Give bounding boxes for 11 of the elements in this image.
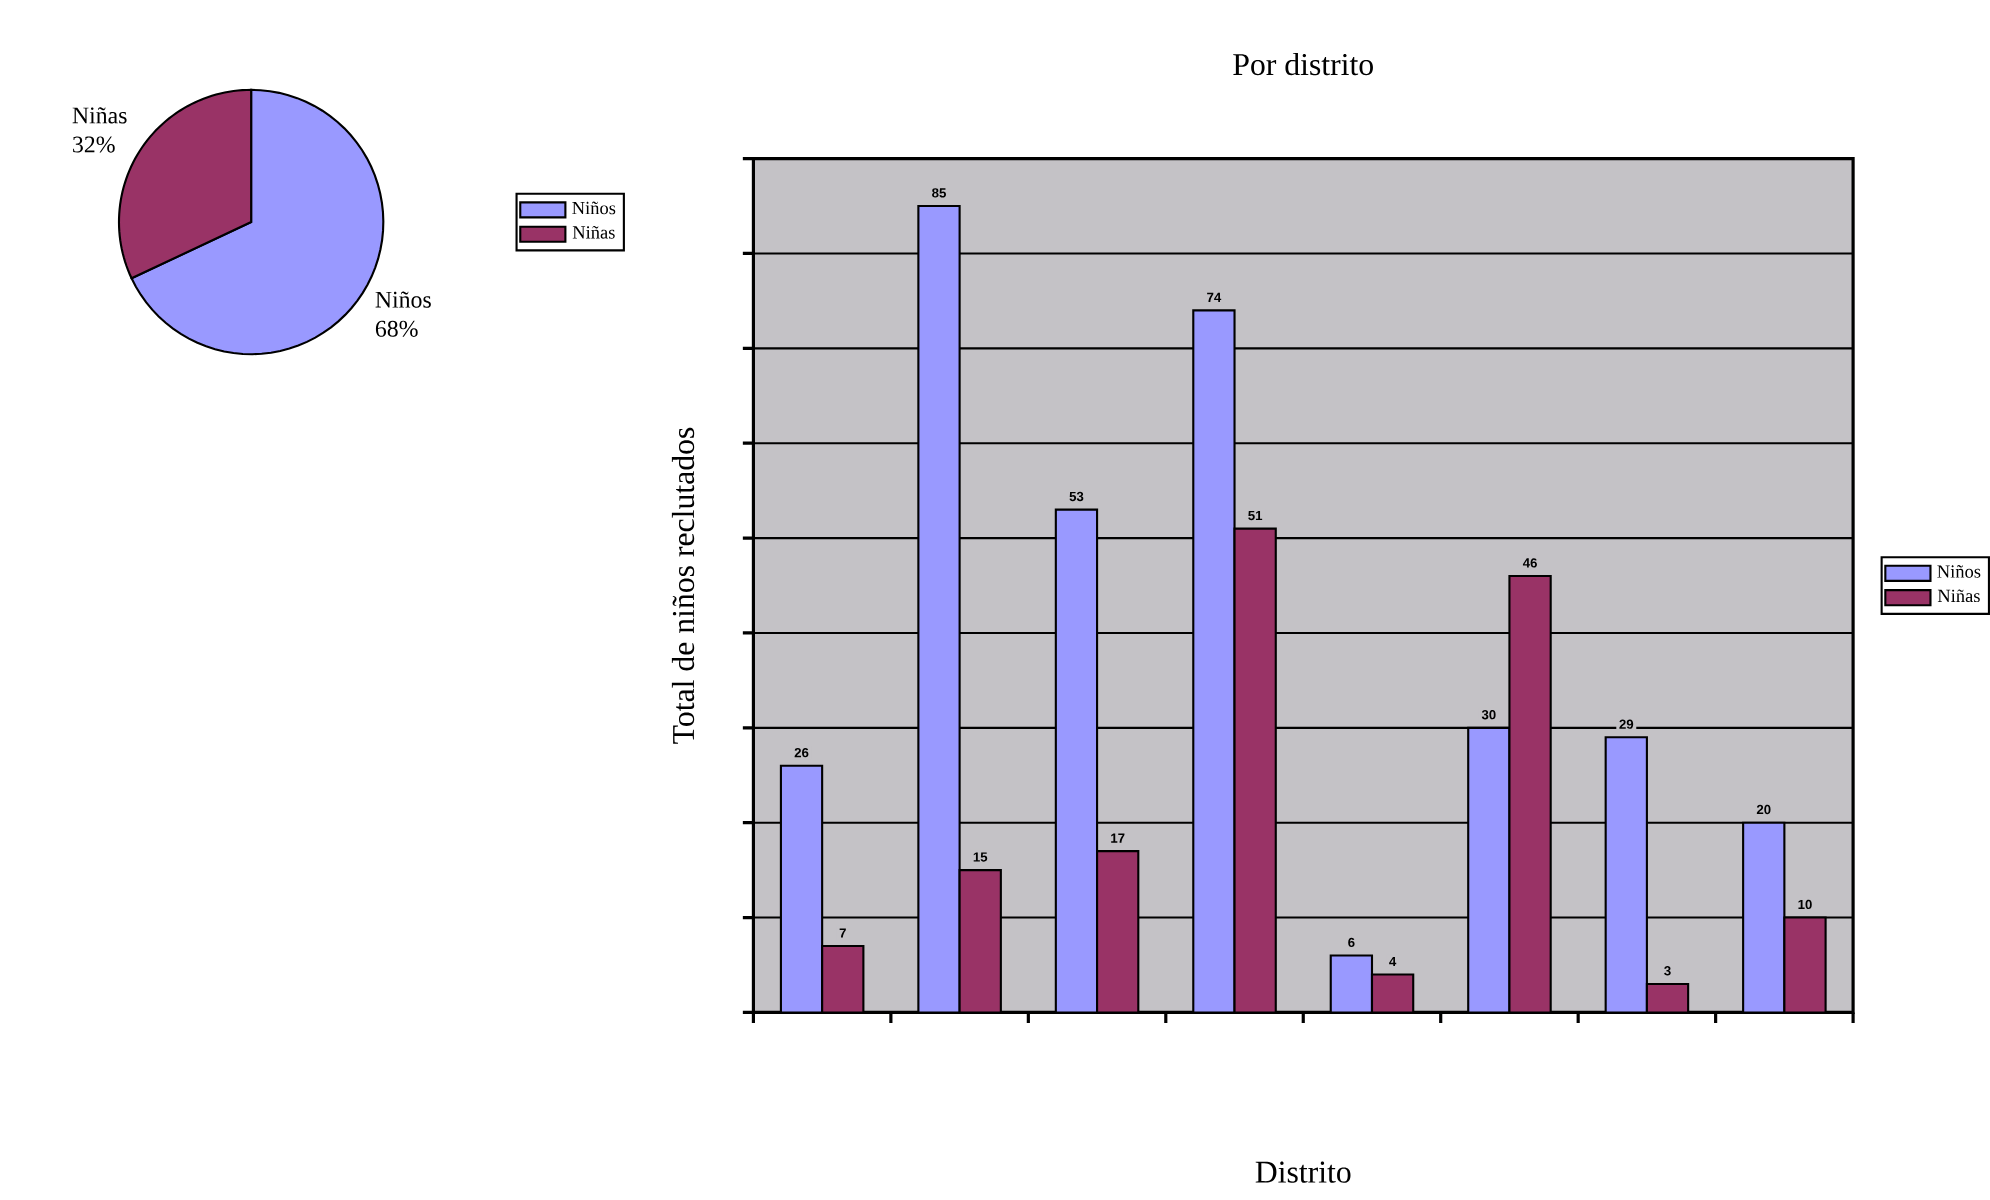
legend-label: Niños [572,201,616,215]
slice-label: Niños [375,291,431,308]
chart-title: Por distrito [1233,52,1373,76]
data-label: 68% [375,320,418,337]
legend-label: Niños [1937,565,1981,578]
data-label: 32% [73,136,115,153]
legend-label: Niñas [1937,589,1980,603]
x-axis-title: Distrito [1255,1161,1351,1183]
y-axis-title: Total de niños reclutados [671,427,695,744]
legend-label: Niñas [572,225,615,239]
slice-label: Niñas [72,107,127,124]
